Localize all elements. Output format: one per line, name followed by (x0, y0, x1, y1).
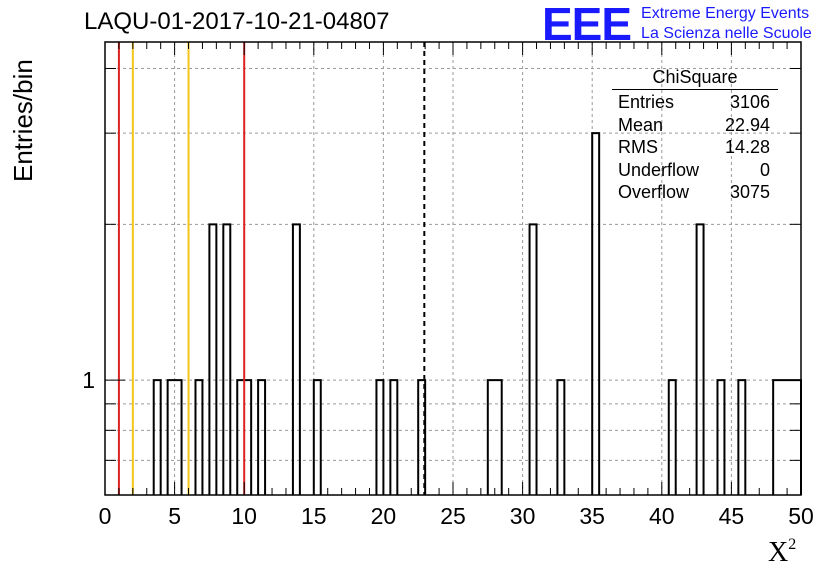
y-tick-label: 1 (82, 367, 95, 393)
x-tick-label: 20 (371, 503, 397, 529)
x-tick-label: 0 (99, 503, 112, 529)
x-axis-label-base: X (768, 537, 789, 568)
y-axis-label: Entries/bin (8, 59, 38, 182)
x-axis-label: X2 (768, 536, 796, 569)
stats-value: 22.94 (724, 114, 770, 135)
eee-logo-mark: EEE (542, 0, 632, 50)
stats-row: Underflow 0 (612, 159, 778, 182)
stats-value: 14.28 (724, 137, 770, 157)
stats-box: ChiSquare Entries 3106 Mean 22.94 RMS 14… (612, 67, 778, 204)
stats-row: RMS 14.28 (612, 136, 778, 159)
stats-title: ChiSquare (612, 67, 778, 90)
logo-line1: Extreme Energy Events (641, 5, 810, 22)
plot-title: LAQU-01-2017-10-21-04807 (84, 8, 390, 35)
x-tick-label: 15 (301, 503, 327, 529)
logo-text: Extreme Energy Events La Scienza nelle S… (641, 4, 812, 44)
eee-logo: EEE Extreme Energy Events La Scienza nel… (542, 0, 812, 50)
x-tick-label: 10 (231, 503, 257, 529)
stats-label: RMS (618, 137, 658, 157)
stats-label: Underflow (618, 159, 700, 180)
x-tick-label: 50 (788, 503, 814, 529)
logo-line2: La Scienza nelle Scuole (641, 25, 812, 42)
stats-label: Entries (618, 92, 675, 112)
x-tick-label: 45 (719, 503, 745, 529)
x-tick-label: 35 (579, 503, 605, 529)
stats-value: 3075 (729, 182, 770, 202)
stats-value: 0 (759, 159, 770, 180)
x-axis-label-sup: 2 (788, 536, 797, 553)
x-tick-label: 40 (649, 503, 675, 529)
histogram-bars (152, 132, 802, 495)
x-tick-label: 5 (168, 503, 181, 529)
stats-label: Overflow (618, 182, 690, 202)
x-tick-label: 25 (440, 503, 466, 529)
stats-row: Mean 22.94 (612, 114, 778, 137)
stats-label: Mean (618, 114, 664, 135)
stats-value: 3106 (729, 92, 770, 112)
stats-row: Overflow 3075 (612, 181, 778, 204)
x-tick-label: 30 (510, 503, 536, 529)
stats-row: Entries 3106 (612, 91, 778, 114)
